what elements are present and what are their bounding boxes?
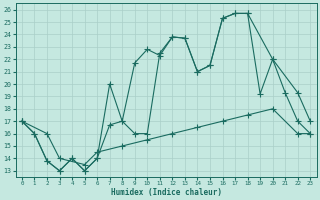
X-axis label: Humidex (Indice chaleur): Humidex (Indice chaleur): [111, 188, 221, 197]
